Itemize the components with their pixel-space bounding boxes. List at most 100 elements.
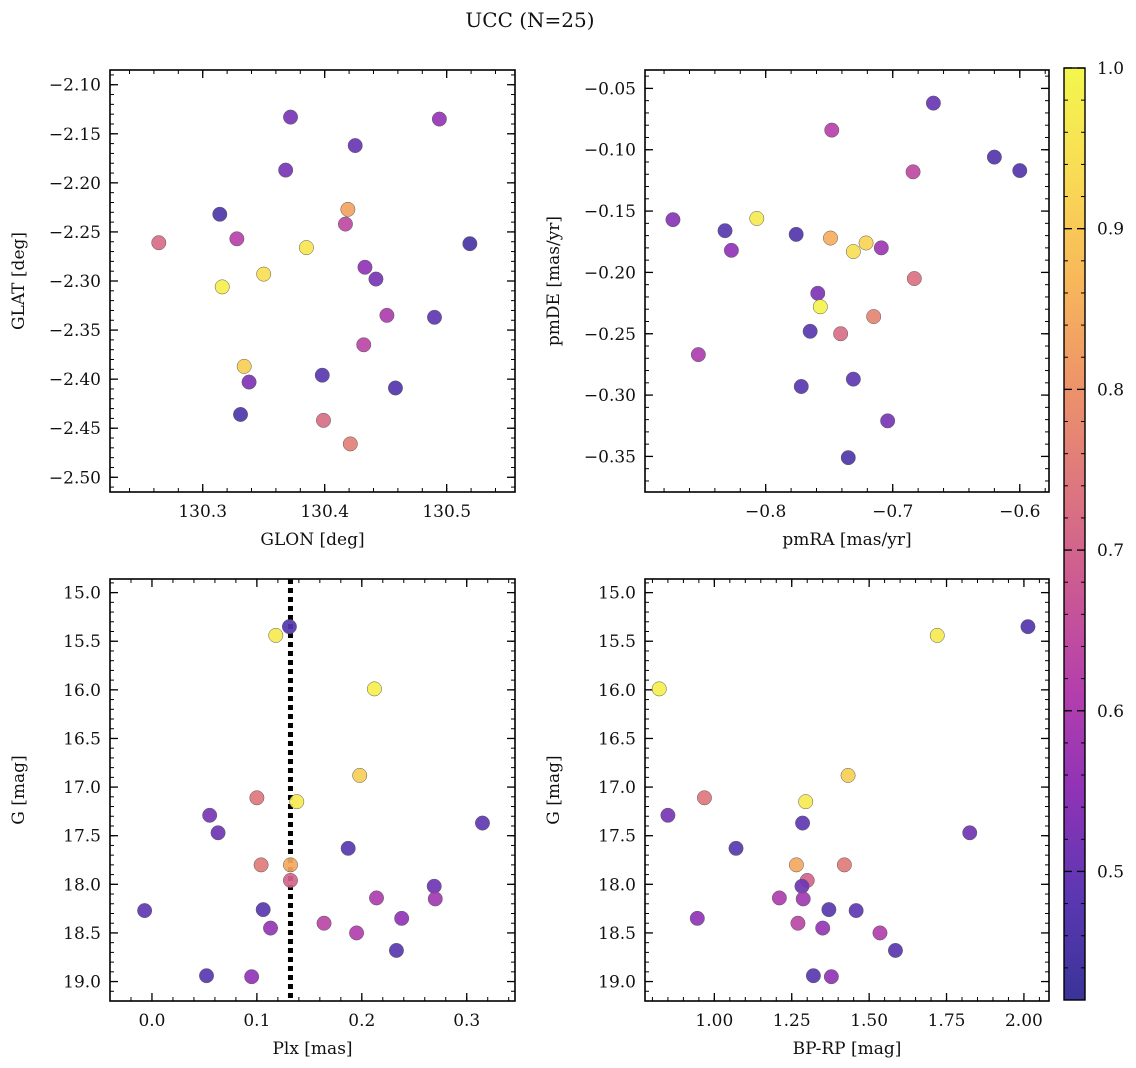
data-point: [823, 230, 838, 246]
colorbar: 0.5 0.6 0.7 0.8 0.9 1.0: [1063, 59, 1124, 1001]
x-tick-label: 1.75: [928, 1011, 966, 1031]
data-point: [369, 890, 384, 906]
data-point: [788, 226, 804, 242]
data-point: [1012, 163, 1028, 179]
data-point: [836, 857, 852, 873]
data-point: [151, 235, 167, 251]
data-point: [690, 347, 706, 363]
x-axis-label: GLON [deg]: [260, 530, 364, 550]
data-point: [229, 231, 245, 247]
panel-bprp-g: 1.00 1.25 1.50 1.75 2.00 15.0 15.5 16.0 16.5 17.0…: [544, 578, 1050, 1059]
data-point: [283, 872, 298, 888]
data-point: [845, 244, 861, 260]
y-tick-label: −0.25: [584, 325, 636, 345]
colorbar-tick-label: 0.7: [1097, 541, 1124, 561]
y-tick-label: 19.0: [63, 973, 101, 993]
x-tick-label: 130.4: [300, 502, 349, 522]
data-point: [848, 903, 864, 919]
x-tick-label: 1.50: [850, 1011, 888, 1031]
y-tick-label: 15.0: [598, 584, 636, 604]
y-tick-label: 16.0: [598, 681, 636, 701]
data-point: [314, 367, 330, 383]
data-point: [840, 767, 856, 783]
colorbar-tick-label: 0.5: [1097, 862, 1124, 882]
x-tick-label: 0.1: [243, 1011, 270, 1031]
data-point: [840, 450, 856, 466]
data-point: [651, 681, 667, 697]
y-tick-label: −2.30: [49, 272, 101, 292]
data-point: [821, 902, 837, 918]
x-tick-label: 0.2: [348, 1011, 375, 1031]
y-axis-label: G [mag]: [544, 755, 564, 824]
x-tick-label: −0.7: [872, 502, 913, 522]
data-point: [795, 815, 811, 831]
data-point: [233, 407, 248, 422]
colorbar-tick-label: 0.6: [1097, 702, 1124, 722]
data-point: [289, 794, 305, 810]
data-point: [788, 857, 804, 873]
data-point: [794, 878, 810, 894]
y-tick-label: −2.15: [49, 125, 101, 145]
y-tick-label: 18.5: [63, 924, 101, 944]
data-point: [214, 279, 230, 295]
y-tick-label: 16.5: [63, 729, 101, 749]
data-point: [244, 969, 260, 985]
data-point: [199, 968, 214, 984]
data-point: [962, 825, 978, 841]
data-point: [241, 374, 257, 390]
data-point: [394, 910, 410, 926]
data-point: [340, 840, 356, 856]
data-point: [379, 307, 395, 323]
axes-frame: [644, 69, 1050, 493]
data-point: [660, 807, 676, 823]
data-point: [427, 891, 443, 907]
data-point: [805, 968, 821, 984]
panel-glon-glat: 130.3 130.4 130.5 −2.10 −2.15 −2.20 −2.25 −2.30…: [9, 69, 516, 550]
data-point: [793, 379, 809, 394]
y-tick-label: −0.20: [584, 263, 636, 283]
data-point: [236, 358, 252, 374]
x-tick-label: −0.6: [999, 502, 1040, 522]
y-tick-label: −2.50: [49, 468, 101, 488]
data-point: [696, 790, 712, 806]
y-tick-label: 15.0: [63, 584, 101, 604]
data-point: [790, 915, 806, 931]
data-point: [352, 767, 368, 783]
x-tick-label: 0.3: [453, 1011, 480, 1031]
data-point: [283, 857, 298, 873]
data-point: [475, 815, 490, 831]
data-point: [368, 271, 384, 287]
y-tick-label: −2.10: [49, 76, 101, 96]
y-tick-label: 17.0: [63, 778, 101, 798]
data-point: [427, 309, 442, 325]
y-tick-label: 17.5: [63, 827, 101, 847]
data-point: [281, 619, 297, 635]
data-point: [263, 920, 278, 936]
colorbar-gradient: [1063, 67, 1086, 1001]
data-point: [212, 206, 228, 222]
x-tick-label: 130.3: [178, 502, 227, 522]
data-point: [873, 240, 889, 256]
x-tick-label: 130.5: [422, 502, 471, 522]
data-point: [388, 942, 404, 958]
data-point: [256, 266, 272, 282]
data-point: [255, 902, 271, 918]
data-point: [388, 380, 403, 396]
y-tick-label: 18.0: [598, 875, 636, 895]
panel-pmra-pmde: −0.8 −0.7 −0.6 −0.05 −0.10 −0.15 −0.20 −0.25 −0.…: [544, 69, 1050, 550]
y-tick-label: −2.25: [49, 223, 101, 243]
data-point: [887, 942, 903, 958]
y-axis-label: GLAT [deg]: [9, 232, 29, 330]
data-point: [283, 109, 298, 125]
data-point: [665, 212, 681, 228]
data-point: [866, 309, 882, 325]
colorbar-tick-label: 1.0: [1097, 59, 1124, 79]
axes-frame: [109, 69, 516, 493]
data-point: [749, 210, 765, 226]
data-point: [986, 149, 1002, 165]
y-tick-label: −0.35: [584, 447, 636, 467]
subplots: 130.3 130.4 130.5 −2.10 −2.15 −2.20 −2.25 −2.30…: [9, 69, 1050, 1059]
y-tick-label: −2.40: [49, 370, 101, 390]
y-tick-label: 19.0: [598, 973, 636, 993]
data-point: [431, 111, 447, 127]
